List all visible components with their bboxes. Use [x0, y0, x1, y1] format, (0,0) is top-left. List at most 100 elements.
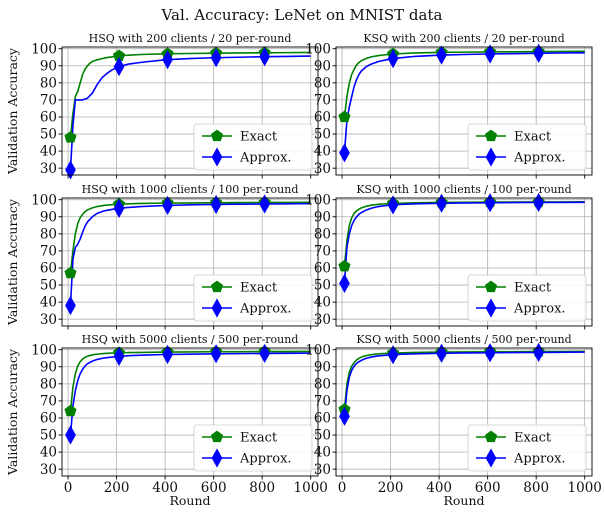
y-tick-label: 90 — [40, 359, 57, 375]
y-tick-label: 70 — [314, 93, 331, 109]
y-tick-label: 100 — [31, 342, 57, 358]
panel-title: KSQ with 200 clients / 20 per-round — [363, 32, 564, 45]
x-tick-label: 1000 — [568, 480, 602, 496]
plot-frame — [61, 46, 319, 176]
legend-label-exact: Exact — [240, 130, 278, 145]
data-point-approx — [162, 195, 173, 216]
legend-marker-approx — [485, 147, 497, 167]
y-tick-label: 50 — [314, 278, 331, 294]
data-point-approx — [65, 295, 76, 316]
y-tick-label: 70 — [40, 394, 57, 410]
data-point-approx — [484, 44, 496, 64]
figure-title: Val. Accuracy: LeNet on MNIST data — [161, 6, 443, 24]
data-point-approx — [339, 273, 350, 293]
y-tick-label: 50 — [40, 127, 57, 143]
series-line-exact — [69, 350, 311, 412]
legend-marker-approx — [211, 298, 223, 318]
plot-frame — [61, 347, 319, 477]
data-point-approx — [259, 47, 270, 67]
data-point-approx — [113, 57, 125, 77]
x-tick-label: 0 — [338, 480, 347, 496]
data-point-approx — [387, 49, 399, 69]
y-tick-label: 100 — [305, 41, 331, 57]
x-tick-label: 200 — [104, 480, 130, 496]
y-tick-label: 90 — [40, 58, 57, 74]
data-point-approx — [210, 48, 222, 68]
legend: Exact Approx. — [193, 274, 313, 322]
y-tick-label: 80 — [314, 376, 331, 392]
y-tick-label: 90 — [314, 359, 331, 375]
data-point-exact — [338, 259, 351, 272]
chart-panel-3: HSQ with 1000 clients / 100 per-round 304… — [5, 183, 319, 330]
y-tick-label: 70 — [314, 244, 331, 260]
y-tick-label: 80 — [40, 226, 57, 242]
data-point-approx — [436, 343, 447, 363]
x-axis-label: Round — [169, 493, 210, 508]
chart-panel-6: KSQ with 5000 clients / 500 per-round304… — [305, 333, 602, 508]
panel-title: HSQ with 5000 clients / 500 per-round — [82, 333, 299, 346]
data-point-approx — [259, 194, 270, 214]
y-tick-label: 80 — [314, 75, 331, 91]
legend: Exact Approx. — [467, 123, 587, 171]
y-tick-label: 40 — [314, 144, 331, 160]
y-tick-label: 100 — [31, 41, 57, 57]
legend-marker-approx — [485, 448, 497, 468]
series-line-approx — [69, 352, 311, 436]
legend-label-exact: Exact — [240, 431, 278, 446]
data-point-approx — [387, 195, 399, 215]
series-line-exact — [343, 350, 585, 410]
legend: Exact Approx. — [193, 424, 313, 472]
y-tick-label: 30 — [40, 161, 57, 177]
y-tick-label: 90 — [40, 209, 57, 225]
plot-frame — [335, 347, 593, 477]
chart-panel-4: KSQ with 1000 clients / 100 per-round 304… — [305, 183, 593, 330]
x-tick-label: 0 — [64, 480, 73, 496]
series-line-approx — [69, 55, 311, 170]
data-point-approx — [259, 343, 270, 364]
y-tick-label: 90 — [314, 58, 331, 74]
chart-panel-1: HSQ with 200 clients / 20 per-round 30405… — [5, 32, 319, 180]
y-tick-label: 60 — [314, 411, 331, 427]
series-line-approx — [343, 52, 585, 153]
y-tick-label: 100 — [305, 342, 331, 358]
y-tick-label: 50 — [40, 278, 57, 294]
legend-label-exact: Exact — [514, 130, 552, 145]
legend: Exact Approx. — [193, 123, 313, 171]
y-tick-label: 80 — [314, 226, 331, 242]
x-tick-label: 200 — [378, 480, 404, 496]
data-point-approx — [533, 342, 544, 363]
data-point-approx — [65, 425, 76, 445]
legend-marker-approx — [485, 298, 497, 318]
legend-marker-exact — [210, 129, 224, 142]
y-tick-label: 30 — [314, 312, 331, 328]
series-line-approx — [343, 351, 585, 417]
x-tick-label: 600 — [201, 480, 227, 496]
legend: Exact Approx. — [467, 274, 587, 322]
y-tick-label: 30 — [314, 462, 331, 478]
y-tick-label: 40 — [40, 295, 57, 311]
legend-marker-approx — [211, 448, 223, 468]
x-tick-label: 800 — [523, 480, 549, 496]
data-point-exact — [64, 404, 77, 417]
data-point-approx — [65, 160, 76, 180]
series-line-exact — [69, 201, 311, 274]
legend-label-approx: Approx. — [239, 452, 292, 467]
plot-frame — [335, 197, 593, 327]
data-point-approx — [436, 45, 447, 65]
data-point-approx — [113, 346, 125, 366]
plot-frame — [335, 46, 593, 176]
panel-title: KSQ with 1000 clients / 100 per-round — [356, 183, 571, 196]
y-tick-label: 40 — [314, 445, 331, 461]
y-tick-label: 40 — [40, 445, 57, 461]
data-point-exact — [64, 266, 77, 279]
data-point-approx — [339, 143, 350, 163]
y-axis-label: Validation Accuracy — [5, 47, 20, 175]
legend-marker-approx — [211, 147, 223, 167]
legend-label-approx: Approx. — [513, 452, 566, 467]
data-point-exact — [64, 131, 77, 143]
data-point-approx — [484, 193, 496, 213]
data-point-approx — [162, 50, 173, 70]
x-tick-label: 400 — [152, 480, 178, 496]
legend-marker-exact — [484, 129, 498, 142]
